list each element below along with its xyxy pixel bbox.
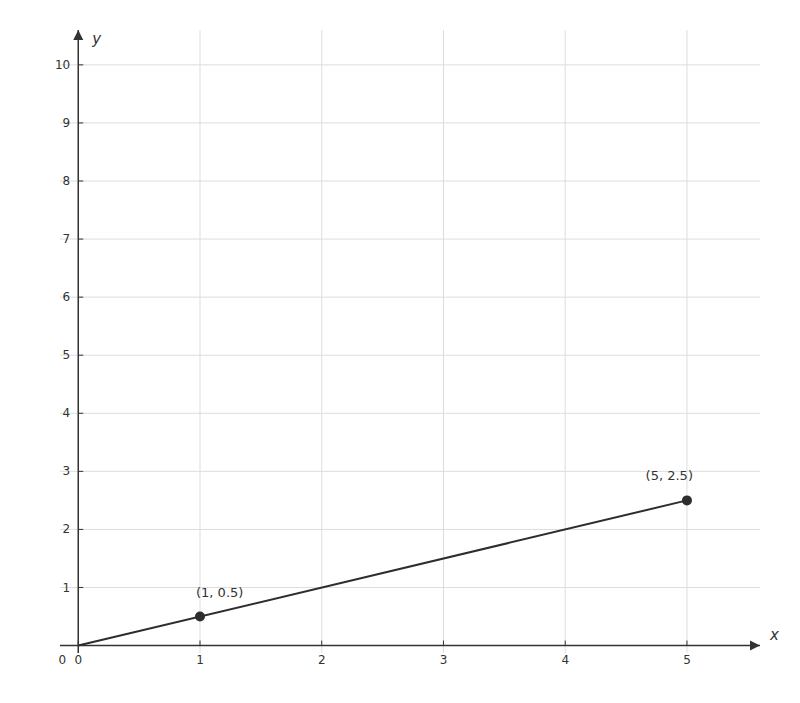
x-tick-label: 4 bbox=[561, 653, 569, 667]
y-axis-label: y bbox=[91, 30, 102, 48]
y-axis-line bbox=[78, 30, 80, 663]
x-tick-label: 1 bbox=[196, 653, 204, 667]
x-tick-label: 5 bbox=[683, 653, 691, 667]
y-tick bbox=[78, 297, 83, 298]
data-point bbox=[682, 495, 692, 505]
grid-line-y bbox=[60, 180, 760, 181]
grid-line-x bbox=[200, 30, 201, 663]
y-tick bbox=[78, 64, 83, 65]
grid-line-y bbox=[60, 122, 760, 123]
grid-line-y bbox=[60, 587, 760, 588]
grid-line-x bbox=[78, 30, 79, 663]
data-point bbox=[195, 612, 205, 622]
y-tick-label: 10 bbox=[55, 58, 70, 72]
y-tick bbox=[78, 180, 83, 181]
grid-line-y bbox=[60, 64, 760, 65]
data-label: (5, 2.5) bbox=[646, 468, 693, 483]
y-tick-label: 1 bbox=[63, 581, 71, 595]
x-axis-line bbox=[60, 645, 760, 647]
grid-line-x bbox=[321, 30, 322, 663]
y-tick bbox=[78, 122, 83, 123]
x-tick bbox=[565, 641, 566, 646]
y-tick-label: 7 bbox=[63, 232, 71, 246]
y-tick bbox=[78, 413, 83, 414]
y-tick-label: 8 bbox=[63, 174, 71, 188]
x-tick-label: 3 bbox=[440, 653, 448, 667]
y-tick bbox=[78, 471, 83, 472]
y-tick-label: 4 bbox=[63, 406, 71, 420]
x-tick-label: 0 bbox=[74, 653, 82, 667]
y-tick-label: 6 bbox=[63, 290, 71, 304]
chart-container: 0 1 2 3 4 5 1 2 3 4 5 6 7 8 9 10 0 x y (1, 0.5) (5, 2.5) bbox=[0, 0, 800, 703]
y-tick bbox=[78, 239, 83, 240]
data-label: (1, 0.5) bbox=[196, 585, 243, 600]
grid-line-y bbox=[60, 413, 760, 414]
x-tick bbox=[686, 641, 687, 646]
x-axis-label: x bbox=[769, 626, 779, 644]
grid-line-y bbox=[60, 529, 760, 530]
axes bbox=[60, 30, 760, 663]
grid-line-x bbox=[443, 30, 444, 663]
grid-line-y bbox=[60, 355, 760, 356]
x-axis-arrow bbox=[750, 641, 760, 651]
y-tick-label: 9 bbox=[63, 116, 71, 130]
grid bbox=[60, 30, 760, 663]
grid-line-x bbox=[565, 30, 566, 663]
y-tick-label: 2 bbox=[63, 522, 71, 536]
origin-label: 0 bbox=[59, 653, 67, 667]
y-tick bbox=[78, 529, 83, 530]
grid-line-y bbox=[60, 239, 760, 240]
chart: 0 1 2 3 4 5 1 2 3 4 5 6 7 8 9 10 0 x y (1, 0.5) (5, 2.5) bbox=[0, 0, 800, 703]
y-axis-arrow bbox=[73, 30, 83, 40]
x-tick-label: 2 bbox=[318, 653, 326, 667]
x-tick bbox=[443, 641, 444, 646]
y-tick bbox=[78, 587, 83, 588]
y-tick-label: 3 bbox=[63, 464, 71, 478]
plot-area bbox=[78, 495, 692, 645]
data-line bbox=[78, 500, 687, 645]
grid-line-y bbox=[60, 297, 760, 298]
x-tick bbox=[200, 641, 201, 646]
data-labels: (1, 0.5) (5, 2.5) bbox=[196, 468, 693, 599]
y-tick-label: 5 bbox=[63, 348, 71, 362]
x-tick bbox=[321, 641, 322, 646]
y-tick bbox=[78, 355, 83, 356]
grid-line-x bbox=[686, 30, 687, 663]
